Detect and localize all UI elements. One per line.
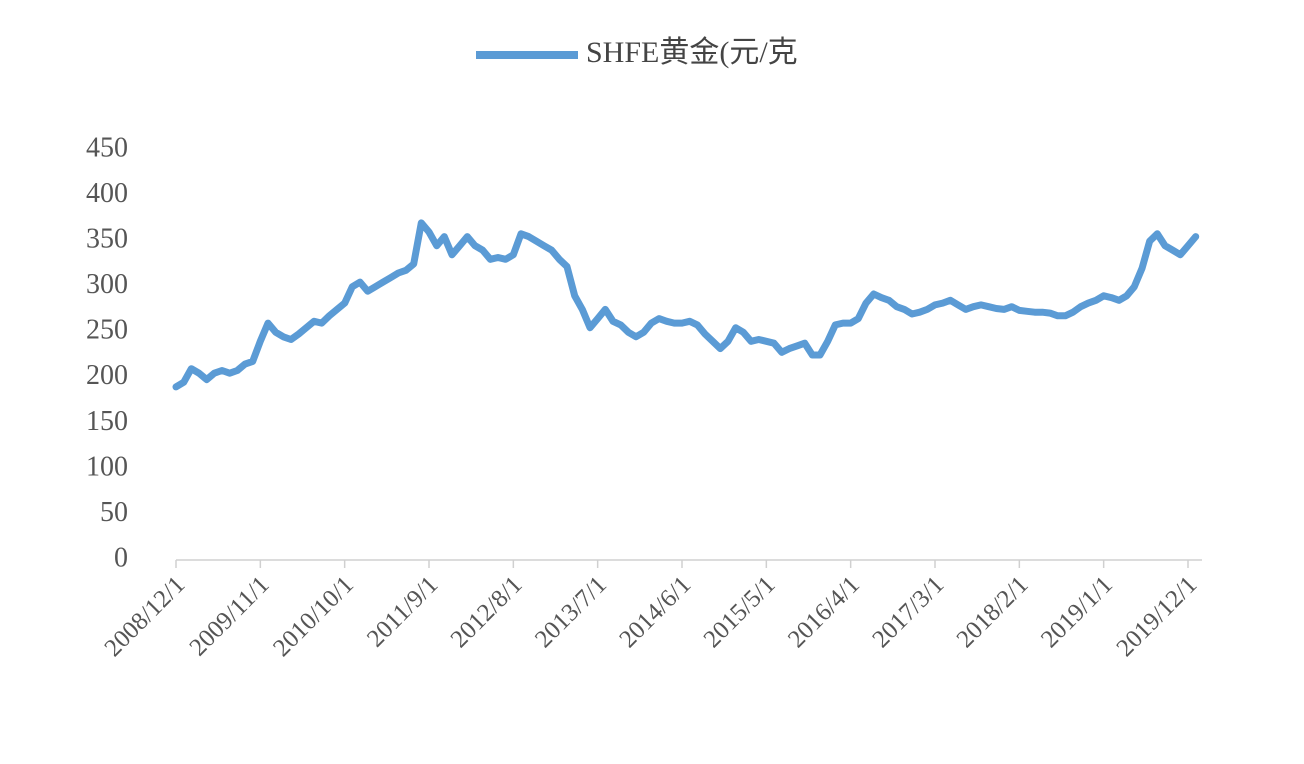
y-tick-label: 50 — [100, 497, 128, 528]
x-tick-label: 2009/11/1 — [184, 571, 274, 661]
x-tick-label: 2016/4/1 — [783, 571, 865, 653]
y-tick-label: 400 — [86, 178, 128, 209]
x-tick-label: 2014/6/1 — [614, 571, 696, 653]
line-series — [172, 219, 1200, 391]
x-tick-label: 2018/2/1 — [952, 571, 1034, 653]
y-tick-label: 100 — [86, 451, 128, 482]
x-tick-label: 2019/1/1 — [1036, 571, 1118, 653]
y-tick-label: 200 — [86, 360, 128, 391]
x-tick-label: 2012/8/1 — [446, 571, 528, 653]
x-tick-label: 2019/12/1 — [1112, 571, 1203, 662]
y-tick-label: 450 — [86, 132, 128, 163]
y-tick-label: 150 — [86, 406, 128, 437]
y-tick-label: 250 — [86, 315, 128, 346]
x-tick-label: 2008/12/1 — [100, 571, 191, 662]
x-tick-label: 2010/10/1 — [268, 571, 359, 662]
y-tick-label: 350 — [86, 224, 128, 255]
x-tick-label: 2013/7/1 — [530, 571, 612, 653]
legend-label: SHFE黄金(元/克 — [586, 36, 798, 69]
y-tick-label: 300 — [86, 269, 128, 300]
y-tick-label: 0 — [114, 542, 128, 573]
x-tick-label: 2017/3/1 — [867, 571, 949, 653]
x-tick-label: 2011/9/1 — [362, 571, 443, 652]
x-tick-label: 2015/5/1 — [699, 571, 781, 653]
